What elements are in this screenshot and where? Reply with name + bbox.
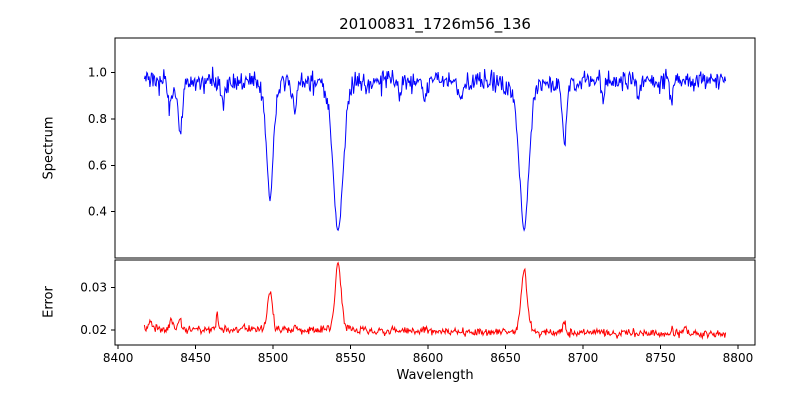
x-tick-label: 8400	[103, 351, 134, 365]
spectrum-y-tick-label: 0.8	[88, 112, 107, 126]
error-axes-box	[114, 259, 756, 346]
x-axis-label: Wavelength	[396, 368, 474, 383]
spectrum-axes-box	[114, 37, 756, 259]
chart-title: 20100831_1726m56_136	[339, 15, 531, 33]
spectrum-y-axis-label: Spectrum	[41, 116, 57, 180]
error-y-axis-label: Error	[41, 286, 57, 318]
x-tick-label: 8450	[180, 351, 211, 365]
x-tick-label: 8650	[490, 351, 521, 365]
spectrum-line	[143, 66, 727, 232]
spectrum-y-tick-label: 0.4	[88, 205, 107, 219]
spectrum-y-tick-label: 0.6	[88, 158, 107, 172]
x-tick-label: 8750	[645, 351, 676, 365]
error-y-tick-label: 0.03	[80, 281, 107, 295]
error-y-tick-label: 0.02	[80, 323, 107, 337]
x-tick-label: 8700	[568, 351, 599, 365]
x-tick-label: 8500	[258, 351, 289, 365]
error-line	[143, 261, 727, 340]
x-tick-label: 8800	[723, 351, 754, 365]
spectrum-y-tick-label: 1.0	[88, 66, 107, 80]
x-tick-label: 8600	[413, 351, 444, 365]
x-tick-label: 8550	[335, 351, 366, 365]
